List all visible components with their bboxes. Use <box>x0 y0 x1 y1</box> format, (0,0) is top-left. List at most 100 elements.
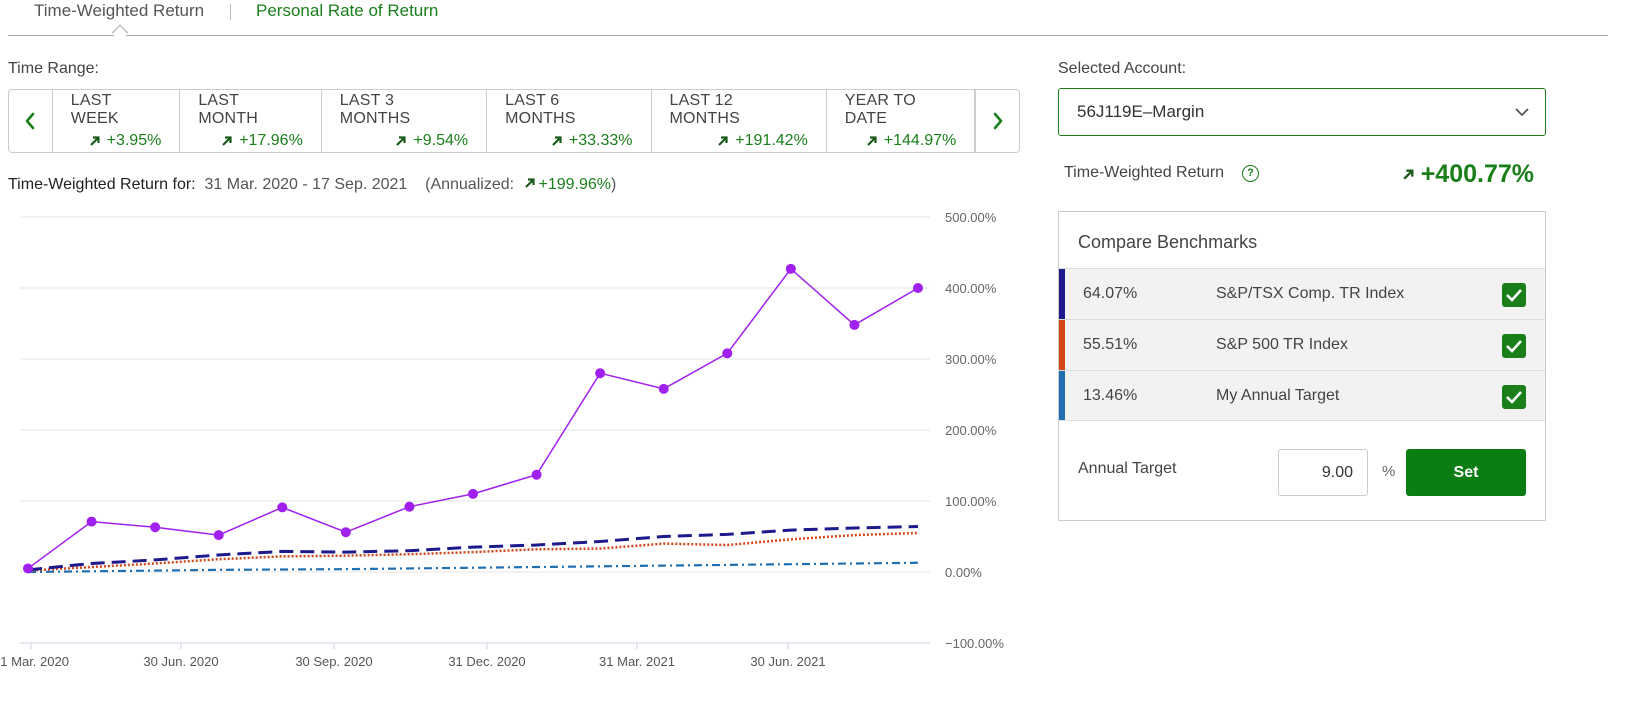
annualized-value: +199.96% <box>538 176 612 193</box>
data-point <box>849 319 860 330</box>
benchmark-row: 55.51% S&P 500 TR Index <box>1059 319 1545 370</box>
range-label: LAST MONTH <box>198 92 258 127</box>
range-return: +9.54% <box>413 132 469 149</box>
time-range-next-button[interactable] <box>975 90 1019 152</box>
x-tick-label: 30 Jun. 2020 <box>143 654 218 669</box>
data-point <box>468 488 478 499</box>
data-point <box>595 368 606 379</box>
checkmark-icon <box>1506 391 1522 404</box>
benchmark-checkbox[interactable] <box>1502 334 1526 358</box>
twr-summary-prefix: Time-Weighted Return for: <box>8 176 196 193</box>
data-point <box>86 516 97 527</box>
tab-time-weighted-return[interactable]: Time-Weighted Return <box>34 1 205 20</box>
arrow-up-right-icon <box>866 136 877 146</box>
help-icon[interactable]: ? <box>1242 165 1259 182</box>
annualized-label: (Annualized: <box>425 176 515 193</box>
data-point <box>785 263 796 274</box>
y-tick-label: 100.00% <box>945 494 997 509</box>
benchmark-checkbox[interactable] <box>1502 385 1526 409</box>
x-tick-label: 31 Mar. 2020 <box>0 654 69 669</box>
selected-account-label: Selected Account: <box>1058 60 1187 77</box>
arrow-up-right-icon <box>718 136 728 146</box>
benchmark-return: 55.51% <box>1083 336 1138 353</box>
y-tick-label: 0.00% <box>945 565 982 580</box>
chevron-right-icon <box>993 112 1002 130</box>
percent-sign: % <box>1382 463 1396 480</box>
range-year-to-date[interactable]: YEAR TO DATE +144.97% <box>827 90 976 152</box>
twr-total: Time-Weighted Return ? +400.77% <box>1064 160 1534 190</box>
range-return: +3.95% <box>106 132 162 149</box>
benchmark-checkbox[interactable] <box>1502 283 1526 307</box>
x-tick-label: 31 Dec. 2020 <box>448 654 525 669</box>
range-last-6-months[interactable]: LAST 6 MONTHS +33.33% <box>487 90 652 152</box>
benchmark-name: S&P/TSX Comp. TR Index <box>1216 285 1405 302</box>
account-select[interactable]: 56J119E–Margin <box>1058 88 1546 136</box>
checkmark-icon <box>1506 340 1522 353</box>
range-value: +9.54% <box>395 132 468 150</box>
benchmark-return: 64.07% <box>1083 285 1138 302</box>
y-tick-label: 300.00% <box>945 352 997 367</box>
data-point <box>213 530 224 541</box>
y-tick-label: 200.00% <box>945 423 997 438</box>
annual-target-input[interactable] <box>1278 449 1368 496</box>
benchmark-row: 64.07% S&P/TSX Comp. TR Index <box>1059 268 1545 319</box>
arrow-up-right-icon <box>524 178 535 188</box>
series-line <box>27 531 919 572</box>
benchmark-color-bar <box>1059 269 1065 319</box>
range-last-month[interactable]: LAST MONTH +17.96% <box>180 90 322 152</box>
chevron-down-icon <box>1515 108 1529 117</box>
time-range-prev-button[interactable] <box>9 90 53 152</box>
twr-summary: Time-Weighted Return for: 31 Mar. 2020 -… <box>8 176 616 194</box>
compare-benchmarks-title: Compare Benchmarks <box>1078 232 1258 252</box>
arrow-up-right-icon <box>396 136 407 146</box>
time-range-selector: LAST WEEK +3.95% LAST MONTH +17.96% LAST… <box>8 89 1020 153</box>
range-value: +17.96% <box>221 132 303 150</box>
range-value: +144.97% <box>866 132 957 150</box>
twr-line-chart: 500.00% 400.00% 300.00% 200.00% 100.00% 0.00%… <box>0 210 1004 669</box>
range-label: LAST 12 MONTHS <box>669 92 741 127</box>
set-target-button[interactable]: Set <box>1406 449 1526 496</box>
annualized-close: ) <box>611 176 617 193</box>
range-return: +191.42% <box>735 132 808 149</box>
range-label: LAST 6 MONTHS <box>505 92 576 127</box>
arrow-up-right-icon <box>1403 169 1414 180</box>
x-tick-label: 30 Jun. 2021 <box>750 654 825 669</box>
tab-personal-rate-of-return[interactable]: Personal Rate of Return <box>256 1 439 20</box>
data-point <box>23 563 33 574</box>
benchmark-name: My Annual Target <box>1216 387 1340 404</box>
range-return: +33.33% <box>568 132 633 149</box>
x-tick-label: 30 Sep. 2020 <box>295 654 372 669</box>
data-point <box>658 383 669 394</box>
chevron-left-icon <box>26 112 35 130</box>
range-last-3-months[interactable]: LAST 3 MONTHS +9.54% <box>322 90 488 152</box>
data-point <box>913 283 923 293</box>
y-tick-label: −100.00% <box>945 636 1004 651</box>
checkmark-icon <box>1506 289 1522 302</box>
benchmark-color-bar <box>1059 371 1065 420</box>
benchmark-row: 13.46% My Annual Target <box>1059 370 1545 421</box>
benchmark-return: 13.46% <box>1083 387 1138 404</box>
range-label: LAST WEEK <box>70 92 119 127</box>
data-point <box>531 469 542 480</box>
annual-target-label: Annual Target <box>1078 460 1177 477</box>
active-tab-indicator <box>111 24 129 42</box>
twr-total-label: Time-Weighted Return <box>1064 164 1225 181</box>
range-return: +17.96% <box>239 132 303 149</box>
twr-period: 31 Mar. 2020 - 17 Sep. 2021 <box>204 176 408 193</box>
series-line <box>27 561 919 574</box>
twr-total-value: +400.77% <box>1420 160 1534 188</box>
range-last-12-months[interactable]: LAST 12 MONTHS +191.42% <box>652 90 827 152</box>
compare-benchmarks-panel: Compare Benchmarks 64.07% S&P/TSX Comp. … <box>1058 211 1546 521</box>
y-tick-label: 500.00% <box>945 210 997 225</box>
data-point <box>404 501 415 512</box>
data-point <box>340 527 351 538</box>
tab-divider <box>230 4 231 20</box>
range-label: YEAR TO DATE <box>844 92 916 127</box>
arrow-up-right-icon <box>89 136 100 146</box>
series-line <box>27 525 919 572</box>
time-range-label: Time Range: <box>8 60 99 77</box>
range-last-week[interactable]: LAST WEEK +3.95% <box>53 90 181 152</box>
range-return: +144.97% <box>883 132 957 149</box>
x-tick-label: 31 Mar. 2021 <box>599 654 675 669</box>
range-value: +191.42% <box>717 132 808 150</box>
